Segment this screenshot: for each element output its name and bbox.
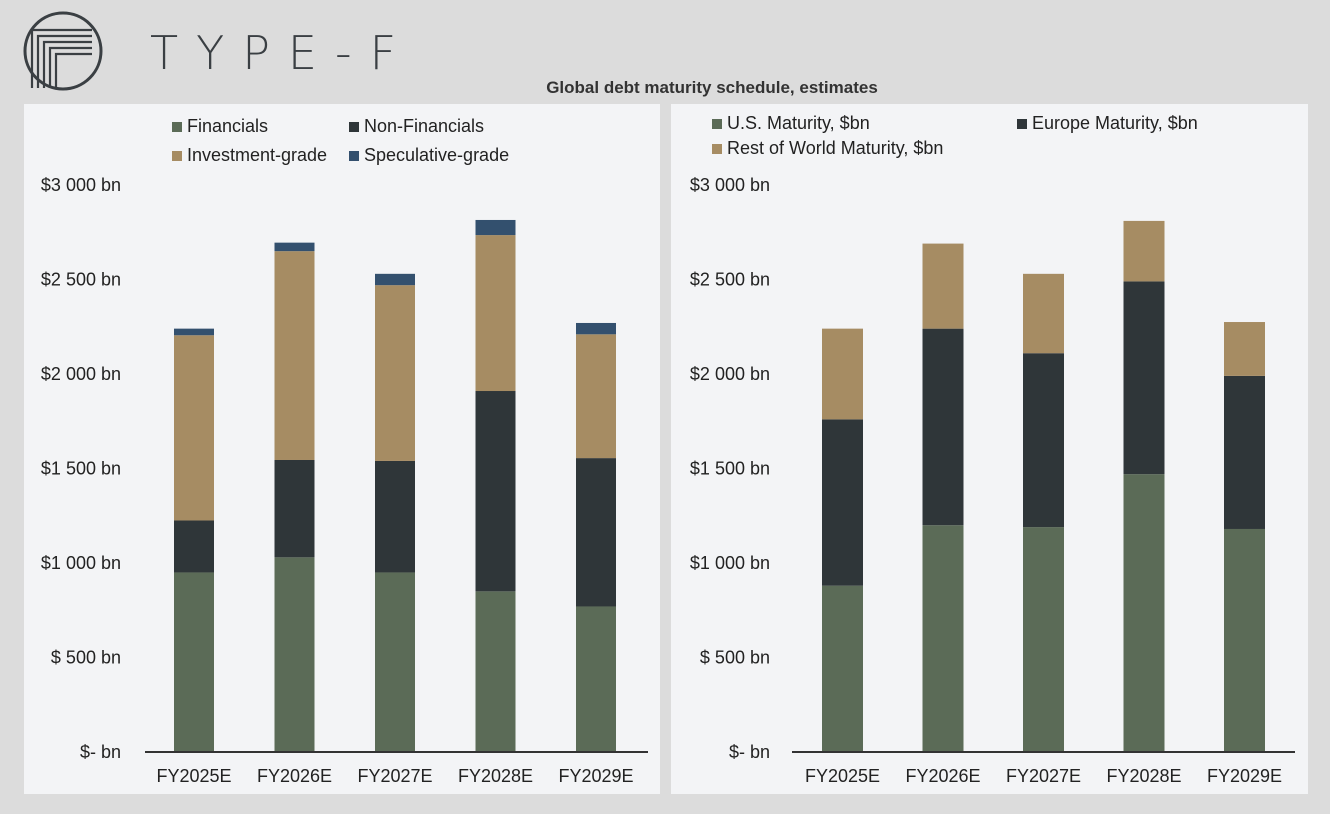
right-y-tick-label: $1 500 bn xyxy=(690,459,770,479)
left-bar-segment xyxy=(174,328,214,336)
left-bar-segment xyxy=(576,606,616,752)
right-bar-segment xyxy=(822,328,863,420)
right-bar-segment xyxy=(922,328,964,526)
right-bar-segment xyxy=(822,585,863,752)
left-legend-item: Non-Financials xyxy=(349,116,484,137)
left-legend-label: Investment-grade xyxy=(187,145,328,165)
left-chart-panel: Financials Non-Financials Investment-grade… xyxy=(24,104,660,794)
left-x-tick-label: FY2029E xyxy=(558,766,633,786)
right-bar-segment xyxy=(1123,220,1165,282)
left-y-tick-label: $2 000 bn xyxy=(41,364,121,384)
right-legend-item: U.S. Maturity, $bn xyxy=(712,113,870,134)
left-bar-segment xyxy=(274,557,315,752)
right-legend-label: U.S. Maturity, $bn xyxy=(727,113,870,133)
right-y-tick-label: $ 500 bn xyxy=(700,648,770,668)
left-bar-segment xyxy=(576,322,616,335)
right-legend-swatch xyxy=(712,143,722,154)
right-bar-segment xyxy=(1224,322,1265,376)
figure-title: Global debt maturity schedule, estimates xyxy=(546,78,878,97)
left-bar-segment xyxy=(375,273,415,286)
left-legend-item: Investment-grade xyxy=(172,145,327,166)
right-y-tick-label: $2 000 bn xyxy=(690,364,770,384)
right-bar-segment xyxy=(822,419,863,586)
right-bar-segment xyxy=(922,243,964,329)
left-legend-item: Financials xyxy=(172,116,268,137)
right-bar-segment xyxy=(1023,353,1064,528)
right-x-tick-label: FY2026E xyxy=(905,766,980,786)
left-bar-segment xyxy=(274,459,315,558)
left-bar-segment xyxy=(475,235,516,392)
left-bar-segment xyxy=(274,251,315,460)
right-legend-swatch xyxy=(1017,118,1027,129)
left-legend-item: Speculative-grade xyxy=(349,145,509,166)
left-y-tick-label: $3 000 bn xyxy=(41,175,121,195)
left-bar-segment xyxy=(475,591,516,752)
left-y-tick-label: $ 500 bn xyxy=(51,648,121,668)
left-bar-segment xyxy=(174,572,214,752)
left-bar-segment xyxy=(274,242,315,252)
left-legend-label: Speculative-grade xyxy=(364,145,510,165)
right-x-tick-label: FY2027E xyxy=(1006,766,1081,786)
right-legend-label: Europe Maturity, $bn xyxy=(1032,113,1198,133)
right-x-tick-label: FY2029E xyxy=(1207,766,1282,786)
left-y-tick-label: $- bn xyxy=(80,742,121,762)
left-legend-swatch xyxy=(349,150,359,161)
right-bar-segment xyxy=(922,525,964,752)
left-legend-swatch xyxy=(172,121,182,132)
left-bar-segment xyxy=(475,391,516,592)
left-chart: $- bn $ 500 bn $1 000 bn $1 500 bn $2 000 bn… xyxy=(41,175,648,786)
right-y-tick-label: $1 000 bn xyxy=(690,553,770,573)
brand-name: TYPE-F xyxy=(150,26,415,80)
right-bar-segment xyxy=(1023,273,1064,354)
left-legend-label: Non-Financials xyxy=(364,116,485,136)
right-bar-segment xyxy=(1023,527,1064,752)
left-bar-segment xyxy=(174,335,214,521)
left-x-tick-label: FY2027E xyxy=(357,766,432,786)
left-bar-segment xyxy=(375,460,415,573)
left-bar-segment xyxy=(375,572,415,752)
left-bar-segment xyxy=(174,520,214,573)
right-x-tick-label: FY2025E xyxy=(805,766,880,786)
left-x-tick-label: FY2026E xyxy=(257,766,332,786)
right-legend-swatch xyxy=(712,118,722,129)
right-y-tick-label: $3 000 bn xyxy=(690,175,770,195)
left-bar-segment xyxy=(475,219,516,236)
right-chart: $- bn $ 500 bn $1 000 bn $1 500 bn $2 000 bn… xyxy=(690,175,1295,786)
right-chart-panel: U.S. Maturity, $bn Europe Maturity, $bn Re… xyxy=(671,104,1308,794)
left-bar-segment xyxy=(576,334,616,459)
right-x-tick-label: FY2028E xyxy=(1106,766,1181,786)
left-bar-segment xyxy=(375,285,415,461)
left-y-tick-label: $1 500 bn xyxy=(41,459,121,479)
left-y-tick-label: $2 500 bn xyxy=(41,270,121,290)
brand-logo: TYPE-F xyxy=(22,10,422,92)
left-x-tick-label: FY2025E xyxy=(156,766,231,786)
right-bar-segment xyxy=(1123,474,1165,752)
right-legend-item: Europe Maturity, $bn xyxy=(1017,113,1198,134)
left-legend-swatch xyxy=(172,150,182,161)
right-y-tick-label: $2 500 bn xyxy=(690,270,770,290)
left-legend-label: Financials xyxy=(187,116,269,136)
right-y-tick-label: $- bn xyxy=(729,742,770,762)
right-bar-segment xyxy=(1123,281,1165,475)
right-legend-item: Rest of World Maturity, $bn xyxy=(712,138,943,159)
left-y-tick-label: $1 000 bn xyxy=(41,553,121,573)
brand-logo-mark xyxy=(23,11,103,91)
right-bar-segment xyxy=(1224,528,1265,752)
left-legend-swatch xyxy=(349,121,359,132)
right-bar-segment xyxy=(1224,375,1265,529)
left-x-tick-label: FY2028E xyxy=(458,766,533,786)
right-legend-label: Rest of World Maturity, $bn xyxy=(727,138,944,158)
left-bar-segment xyxy=(576,458,616,607)
